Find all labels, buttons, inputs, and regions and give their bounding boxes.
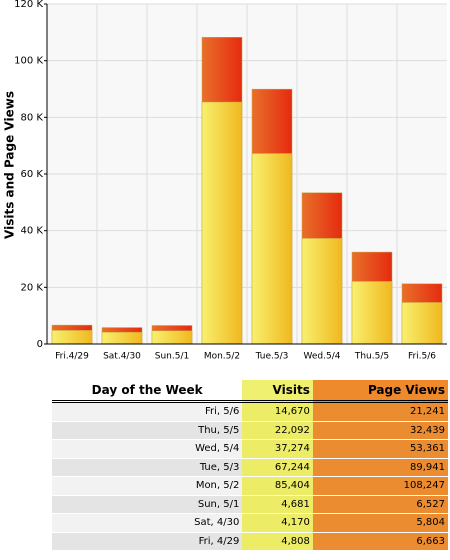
table-header: Day of the Week Visits Page Views [52,380,448,403]
table-row: Tue, 5/3 67,244 89,941 [52,458,448,477]
table-cell: Visits [242,380,313,403]
x-tick-label: Sat.4/30 [103,352,141,362]
y-tick-label: 20 K [21,282,44,293]
x-tick-label: Mon.5/2 [204,352,240,362]
table-row: Wed, 5/4 37,274 53,361 [52,439,448,459]
x-tick-label: Sun.5/1 [155,352,189,362]
table-cell: 4,170 [242,513,313,533]
table-cell: 67,244 [242,458,313,477]
table-cell: Wed, 5/4 [52,439,243,459]
y-tick-label: 60 K [21,169,44,180]
y-tick-label: 40 K [21,226,44,237]
y-tick-label: 120 K [14,0,43,10]
x-tick-label: Wed.5/4 [304,352,341,362]
bar [351,281,393,345]
table-row: Sun, 5/1 4,681 6,527 [52,495,448,514]
table-cell: 85,404 [242,476,313,496]
table-cell: 89,941 [312,458,448,477]
y-tick-label: 100 K [14,56,43,67]
bar [201,101,243,345]
table-cell: Mon, 5/2 [52,476,243,496]
table-cell: 6,663 [312,532,448,551]
table-row: Fri, 5/6 14,670 21,241 [52,401,448,422]
bar [151,330,193,345]
table-cell: Page Views [312,380,448,403]
table-cell: Thu, 5/5 [52,421,243,440]
table-row: Fri, 4/29 4,808 6,663 [52,532,448,551]
y-tick-label: 80 K [21,112,44,123]
data-table: Day of the Week Visits Page Views Fri, 5/6 1… [52,380,448,551]
table-cell: 4,808 [242,532,313,551]
table-cell: Tue, 5/3 [52,458,243,477]
bar [251,153,293,345]
table-cell: 6,527 [312,495,448,514]
table-cell: 37,274 [242,439,313,459]
y-axis-label: Visits and Page Views [3,91,17,239]
table-cell: Fri, 4/29 [52,532,243,551]
bar [301,238,343,345]
bar [401,302,443,345]
table-cell: Sat, 4/30 [52,513,243,533]
chart: Visits and Page Views 0 20 K 40 K 60 K 80 K 1… [3,0,447,362]
table-cell: Sun, 5/1 [52,495,243,514]
table-cell: Fri, 5/6 [52,401,243,422]
x-tick-label: Fri.5/6 [408,352,436,362]
table-row: Thu, 5/5 22,092 32,439 [52,421,448,440]
table-cell: 4,681 [242,495,313,514]
x-tick-label: Thu.5/5 [354,352,389,362]
table-cell: 22,092 [242,421,313,440]
table-row: Sat, 4/30 4,170 5,804 [52,513,448,533]
table-cell: 32,439 [312,421,448,440]
bar [101,331,143,345]
table-cell: 21,241 [312,401,448,422]
x-tick-label: Fri.4/29 [55,352,89,362]
table-cell: Day of the Week [52,380,243,403]
table-cell: 53,361 [312,439,448,459]
table-cell: 5,804 [312,513,448,533]
table-cell: 14,670 [242,401,313,422]
y-tick-label: 0 [37,339,43,350]
table-cell: 108,247 [312,476,448,496]
bar [51,330,93,345]
table-row: Mon, 5/2 85,404 108,247 [52,476,448,496]
x-tick-label: Tue.5/3 [255,352,289,362]
